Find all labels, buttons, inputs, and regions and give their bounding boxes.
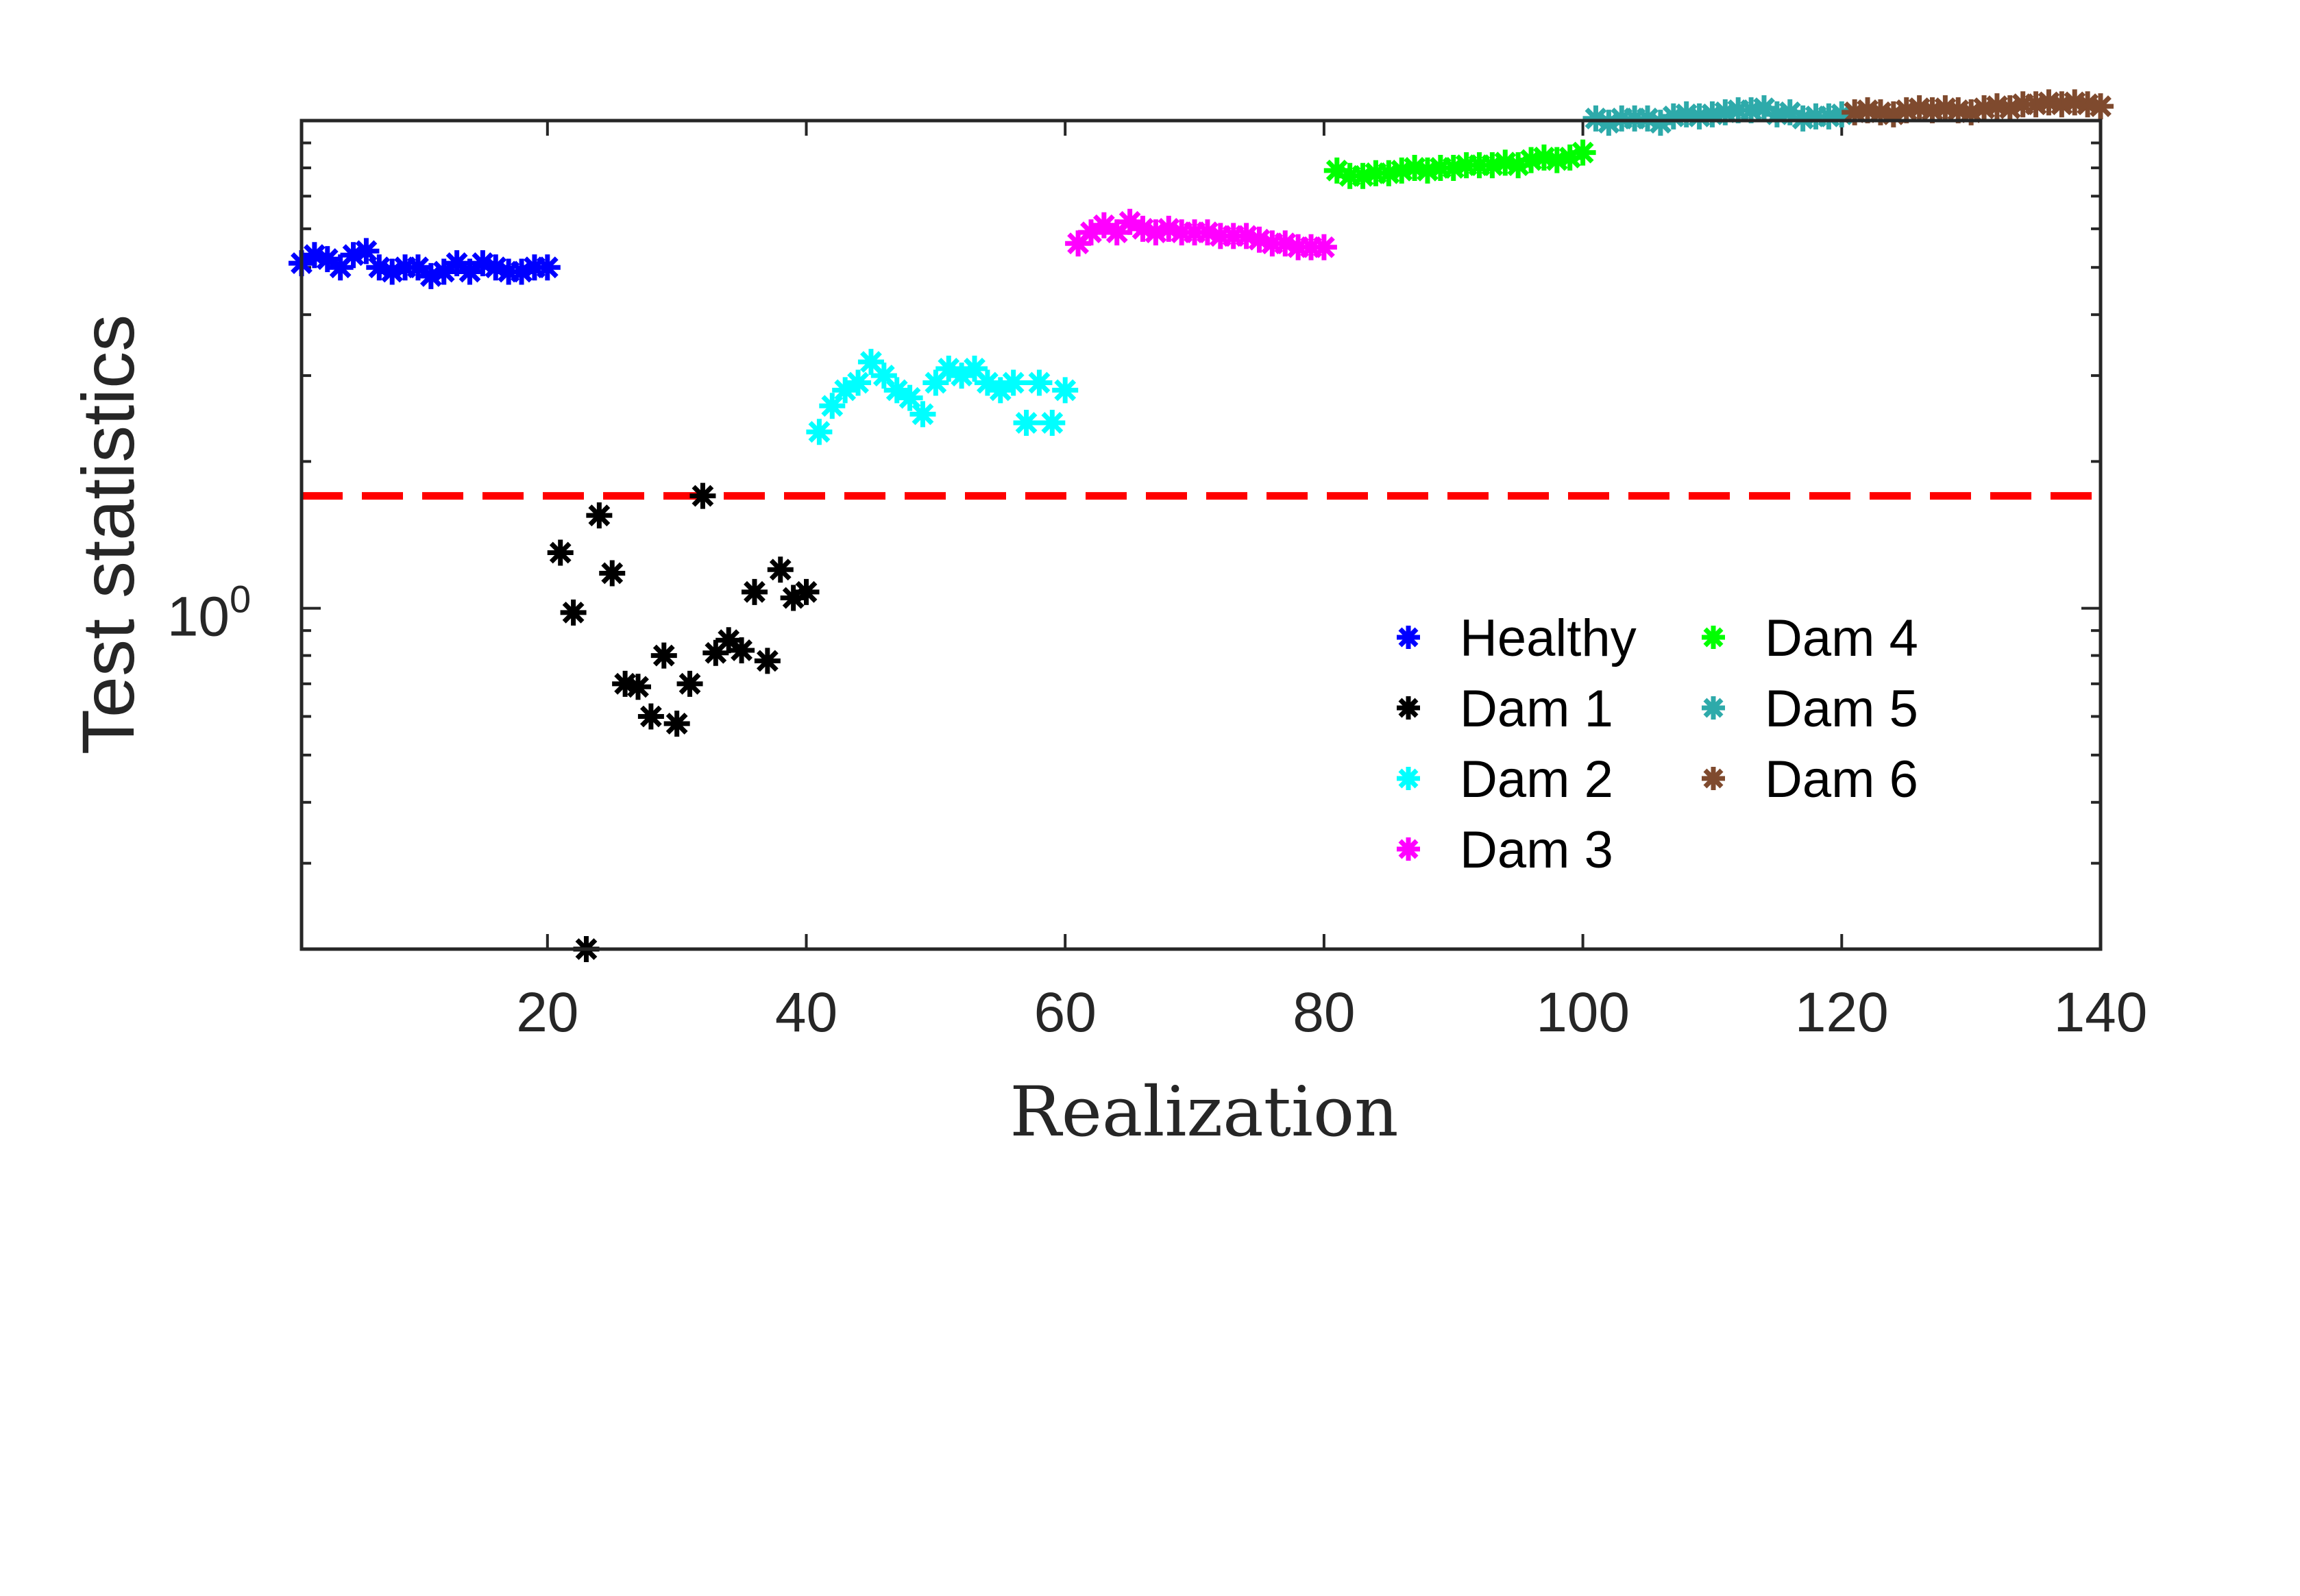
- series-dam-2: [806, 349, 1079, 445]
- data-point: [676, 670, 703, 697]
- legend-marker: [1702, 626, 1725, 649]
- data-point: [1000, 369, 1027, 396]
- legend-marker: [1397, 767, 1420, 790]
- data-point: [1039, 410, 1066, 437]
- data-point: [1569, 139, 1596, 166]
- legend-marker: [1397, 837, 1420, 861]
- data-point: [353, 238, 380, 265]
- legend-marker: [1397, 626, 1420, 649]
- data-point: [560, 599, 587, 626]
- data-point: [909, 401, 936, 428]
- legend-item: Dam 1: [1397, 680, 1613, 738]
- data-point: [793, 578, 820, 605]
- data-point: [430, 258, 457, 285]
- axes-frame: [299, 119, 2103, 951]
- data-point: [1013, 410, 1040, 437]
- legend-label: Dam 3: [1460, 821, 1613, 879]
- x-tick-label: 20: [516, 981, 578, 1044]
- x-tick-label: 40: [775, 981, 837, 1044]
- legend: Healthy Dam 1 Dam 2 Dam 3 Dam 4 Dam 5 Dam 6: [1397, 609, 1918, 879]
- x-axis-label: Realization: [1010, 1072, 1398, 1152]
- data-point: [586, 502, 613, 529]
- series-dam-5: [1582, 95, 1855, 136]
- legend-marker: [1702, 767, 1725, 790]
- legend-item: Dam 4: [1702, 609, 1918, 667]
- data-point: [599, 560, 626, 587]
- data-point: [650, 642, 677, 669]
- legend-label: Healthy: [1460, 609, 1637, 667]
- plot-frame: [299, 119, 2103, 951]
- series-dam-1: [547, 482, 820, 962]
- data-point: [663, 710, 690, 737]
- x-tick-label: 80: [1293, 981, 1355, 1044]
- x-tick-label: 120: [1795, 981, 1889, 1044]
- series-dam-4: [1323, 139, 1596, 189]
- data-point: [1310, 234, 1337, 260]
- data-point: [1026, 369, 1053, 396]
- data-point: [547, 539, 574, 566]
- data-point: [637, 703, 664, 730]
- data-point: [689, 482, 716, 509]
- legend-item: Dam 3: [1397, 821, 1613, 879]
- data-point: [741, 578, 768, 605]
- data-point: [845, 369, 872, 396]
- legend-item: Healthy: [1397, 609, 1637, 667]
- x-tick-label: 140: [2054, 981, 2148, 1044]
- y-axis-label: Test statistics: [66, 315, 149, 754]
- x-tick-label: 60: [1034, 981, 1097, 1044]
- data-point: [2088, 93, 2114, 120]
- legend-label: Dam 6: [1765, 750, 1918, 809]
- legend-label: Dam 2: [1460, 750, 1613, 809]
- legend-item: Dam 2: [1397, 750, 1613, 809]
- data-point: [754, 648, 781, 674]
- data-markers: [289, 89, 2114, 962]
- series-dam-6: [1842, 89, 2114, 127]
- data-point: [819, 393, 846, 419]
- data-point: [534, 254, 561, 281]
- series-dam-3: [1065, 208, 1337, 260]
- legend-label: Dam 1: [1460, 680, 1613, 738]
- data-point: [806, 419, 833, 445]
- data-point: [1052, 377, 1079, 404]
- legend-label: Dam 5: [1765, 680, 1918, 738]
- legend-marker: [1397, 696, 1420, 720]
- legend-label: Dam 4: [1765, 609, 1918, 667]
- axes: 20 40 60 80 100 120 140 100: [167, 119, 2148, 1044]
- data-point: [729, 637, 755, 663]
- data-point: [767, 556, 794, 583]
- x-tick-label: 100: [1536, 981, 1630, 1044]
- data-point: [625, 674, 652, 700]
- legend-item: Dam 6: [1702, 750, 1918, 809]
- y-tick-label: 100: [167, 578, 251, 648]
- legend-marker: [1702, 696, 1725, 720]
- legend-item: Dam 5: [1702, 680, 1918, 738]
